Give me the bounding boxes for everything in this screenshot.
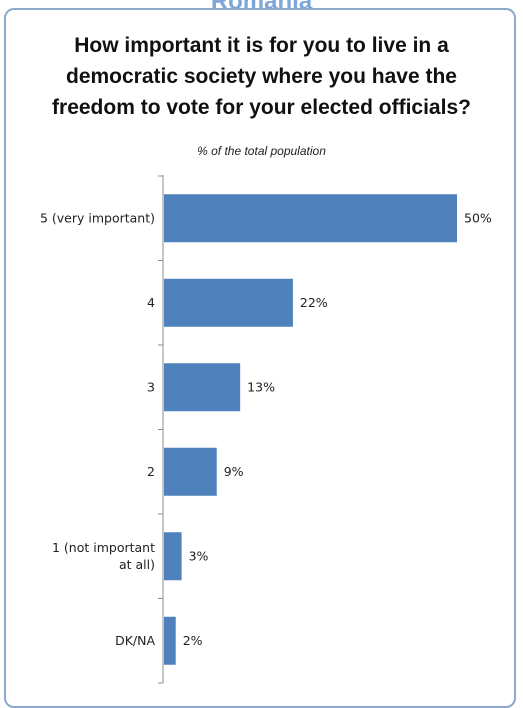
bar [164, 447, 217, 496]
category-label-line: 2 [147, 464, 155, 479]
category-label-line: DK/NA [115, 633, 155, 648]
category-label: 2 [147, 464, 155, 479]
bar [164, 194, 457, 243]
bar [164, 278, 293, 327]
category-label: DK/NA [115, 633, 155, 648]
category-label-line: 3 [147, 379, 155, 394]
category-label: 5 (very important) [40, 210, 155, 225]
value-label: 9% [224, 464, 244, 479]
value-label: 13% [247, 379, 275, 394]
bar [164, 363, 241, 412]
category-label-line: at all) [119, 557, 155, 572]
chart-subtitle: % of the total population [197, 144, 326, 158]
category-label: 3 [147, 379, 155, 394]
category-label-line: 1 (not important [52, 540, 155, 555]
value-label: 50% [464, 210, 492, 225]
category-label: 1 (not important at all) [52, 540, 155, 572]
category-label: 4 [147, 295, 155, 310]
value-label: 3% [189, 548, 209, 563]
value-label: 2% [183, 633, 203, 648]
chart-frame [4, 8, 516, 708]
bar [164, 616, 176, 665]
category-label-line: 5 (very important) [40, 210, 155, 225]
value-label: 22% [300, 295, 328, 310]
bar [164, 532, 182, 581]
category-label-line: 4 [147, 295, 155, 310]
chart-title: How important it is for you to live in a… [52, 34, 471, 119]
